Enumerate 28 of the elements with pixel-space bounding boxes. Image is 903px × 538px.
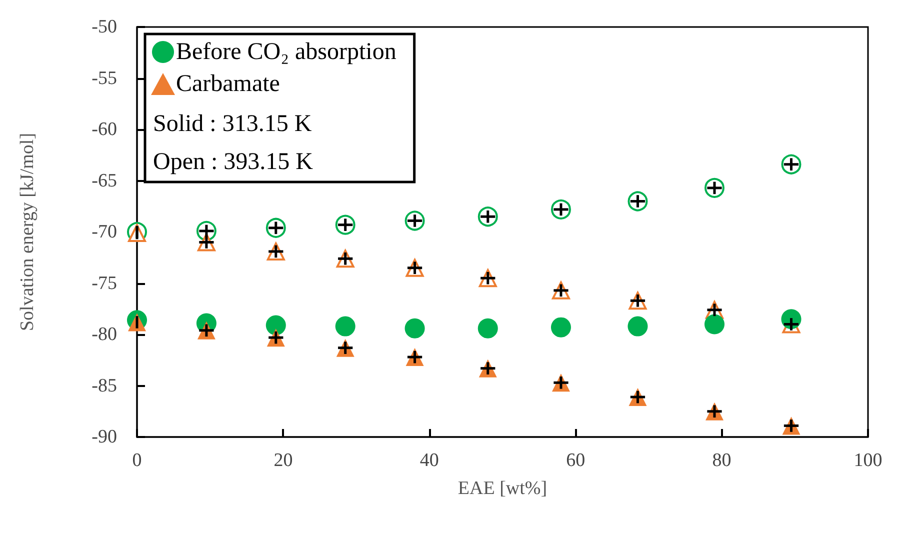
x-tick-label: 80 [712, 450, 732, 471]
x-tick-label: 20 [274, 450, 293, 471]
y-tick-label: -65 [92, 170, 117, 192]
y-tick-label: -60 [92, 119, 117, 140]
point [266, 315, 286, 336]
x-tick-label: 100 [854, 450, 882, 471]
y-tick-label: -85 [92, 375, 117, 396]
legend-label: Carbamate [176, 71, 280, 97]
y-tick-label: -50 [92, 16, 117, 38]
x-tick-label: 60 [566, 450, 586, 471]
y-tick-label: -55 [92, 68, 117, 89]
y-tick-label: -80 [92, 324, 117, 345]
x-tick-label: 0 [132, 450, 142, 471]
x-tick-label: 40 [420, 450, 439, 471]
y-tick-label: -90 [92, 426, 117, 448]
point [335, 316, 356, 336]
x-axis-title: EAE [wt%] [458, 478, 548, 499]
point [628, 316, 648, 336]
annotation: Solid : 313.15 K [153, 111, 312, 137]
annotation: Open : 393.15 K [153, 149, 314, 175]
point [704, 314, 724, 334]
y-axis-title: Solvation energy [kJ/mol] [17, 132, 38, 332]
y-tick-label: -75 [92, 272, 117, 294]
legend-label: Before CO₂ absorption [176, 39, 396, 65]
point [404, 318, 425, 338]
point [478, 318, 498, 338]
point [551, 317, 571, 338]
y-tick-label: -70 [92, 222, 117, 242]
